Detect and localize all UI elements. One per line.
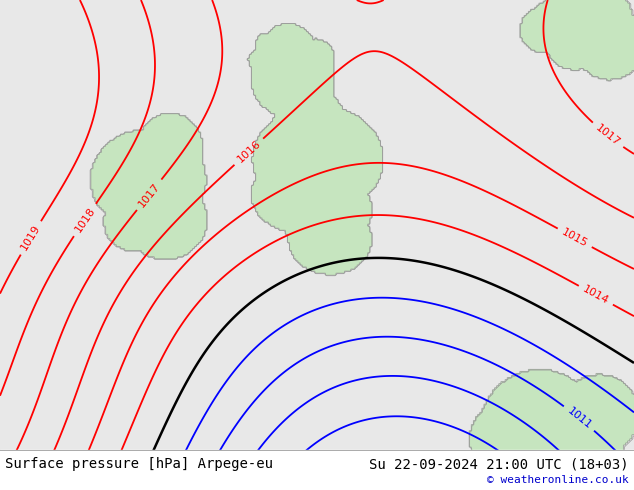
Text: 1015: 1015 bbox=[560, 227, 590, 249]
Text: 1019: 1019 bbox=[19, 223, 42, 252]
Text: 1009: 1009 bbox=[511, 458, 538, 485]
Text: 1017: 1017 bbox=[593, 122, 622, 148]
Text: Surface pressure [hPa] Arpege-eu: Surface pressure [hPa] Arpege-eu bbox=[5, 457, 273, 471]
Text: 1017: 1017 bbox=[136, 181, 162, 209]
Text: 1018: 1018 bbox=[73, 205, 97, 234]
Text: 1012: 1012 bbox=[165, 456, 186, 486]
Bar bbox=[0, 450, 634, 490]
Text: Su 22-09-2024 21:00 UTC (18+03): Su 22-09-2024 21:00 UTC (18+03) bbox=[370, 457, 629, 471]
Text: 1016: 1016 bbox=[235, 139, 262, 165]
Text: © weatheronline.co.uk: © weatheronline.co.uk bbox=[488, 475, 629, 485]
Text: 1014: 1014 bbox=[581, 284, 611, 306]
Text: 1011: 1011 bbox=[565, 406, 593, 431]
Text: 1010: 1010 bbox=[567, 458, 593, 485]
Text: 1013: 1013 bbox=[135, 455, 155, 484]
